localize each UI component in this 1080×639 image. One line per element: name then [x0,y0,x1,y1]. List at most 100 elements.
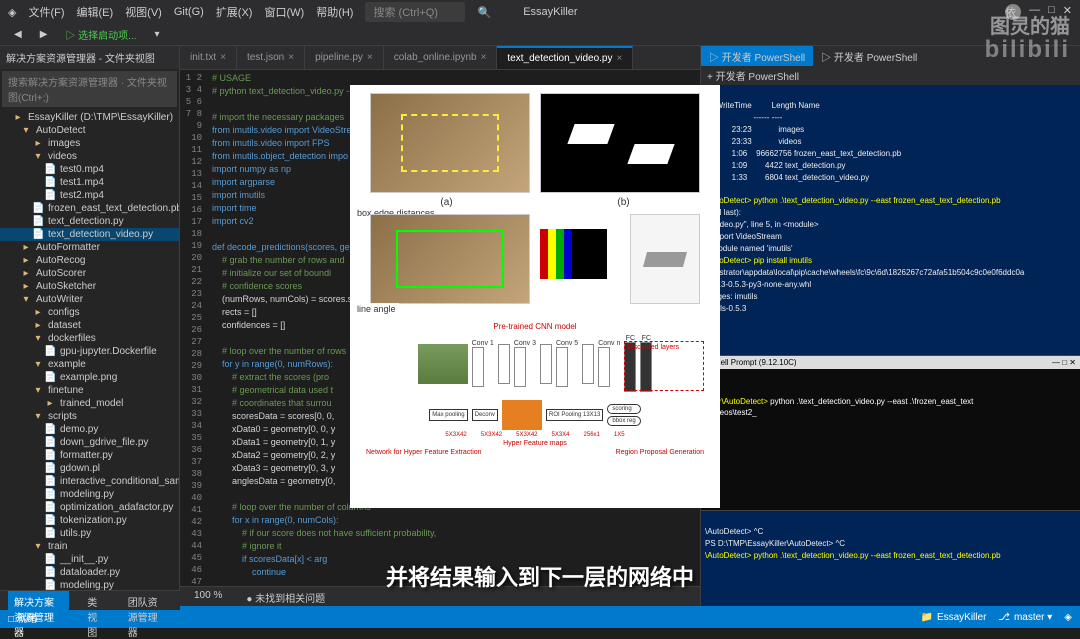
editor-tab[interactable]: test.json× [237,46,305,69]
network-diagram: Pre-trained CNN model Conv 1 Conv 3 Conv… [360,316,710,496]
tree-item[interactable]: 📄dataloader.py [0,566,179,579]
menu-window[interactable]: 窗口(W) [264,4,304,20]
sidebar-search[interactable]: 搜索解决方案资源管理器 · 文件夹视图(Ctrl+;) [2,71,177,107]
menu-help[interactable]: 帮助(H) [316,4,353,20]
tree-item[interactable]: 📄utils.py [0,527,179,540]
tree-item[interactable]: ▾videos [0,150,179,163]
net-title: Pre-trained CNN model [366,322,704,331]
toolbar-more[interactable]: ▾ [149,27,166,42]
tab-team[interactable]: 团队资源管理器 [122,591,172,610]
tree-item[interactable]: ▸AutoScorer [0,267,179,280]
terminal-3[interactable]: \AutoDetect> ^C PS D:\TMP\EssayKiller\Au… [701,510,1080,606]
sidebar-bottom-tabs: 解决方案资源管理器 类视图 团队资源管理器 [0,590,180,610]
tree-item[interactable]: ▾AutoWriter [0,293,179,306]
terminal-tab-1[interactable]: ▷ 开发者 PowerShell [701,46,813,66]
terminal-sub-tab[interactable]: + 开发者 PowerShell [701,66,1080,85]
label-a: (a) [440,197,452,208]
cursor: _ [752,408,756,417]
label-b: (b) [617,197,629,208]
menu-ext[interactable]: 扩展(X) [216,4,253,20]
status-project[interactable]: 📁 EssayKiller [920,612,986,623]
tree-item[interactable]: 📄interactive_conditional_samples [0,475,179,488]
search-icon[interactable]: 🔍 [477,6,491,19]
status-sync[interactable]: ◈ [1064,612,1072,623]
max-pool: Max pooling [429,409,467,421]
bilibili-logo: bilibili [985,36,1070,64]
terminal-output: ministrator\appdata\local\pip\cache\whee… [705,268,1024,313]
terminal-panel: ▷ 开发者 PowerShell ▷ 开发者 PowerShell + 开发者 … [700,46,1080,606]
tree-item[interactable]: 📄optimization_adafactor.py [0,501,179,514]
tab-class[interactable]: 类视图 [81,591,109,610]
search-box[interactable]: 搜索 (Ctrl+Q) [365,2,465,22]
tree-item[interactable]: 📄gpu-jupyter.Dockerfile [0,345,179,358]
editor-tab[interactable]: colab_online.ipynb× [384,46,498,69]
tab-close-icon[interactable]: × [220,52,226,63]
tree-item[interactable]: 📄modeling.py [0,488,179,501]
figure-overlay: (a) (b) box edge distances line angle Pr… [350,85,720,508]
tab-close-icon[interactable]: × [481,52,487,63]
tree-item[interactable]: 📄test0.mp4 [0,163,179,176]
terminal-3-line-0: \AutoDetect> ^C [705,527,763,536]
editor-tab[interactable]: text_detection_video.py× [497,46,633,69]
tree-item[interactable]: ▾finetune [0,384,179,397]
tab-close-icon[interactable]: × [288,52,294,63]
menu-git[interactable]: Git(G) [174,6,204,18]
tree-item[interactable]: 📄gdown.pl [0,462,179,475]
tree-item[interactable]: ▾example [0,358,179,371]
feature-map [502,400,542,430]
terminal-tab-2[interactable]: ▷ 开发者 PowerShell [813,46,925,66]
figure-c [370,214,530,304]
problems-status[interactable]: ● 未找到相关问题 [240,587,331,606]
tree-item[interactable]: 📄down_gdrive_file.py [0,436,179,449]
tree-item[interactable]: ▾scripts [0,410,179,423]
net-bottom-right: Region Proposal Generation [616,449,704,456]
tree-item[interactable]: 📄frozen_east_text_detection.pb [0,202,179,215]
terminal-3-line-2: \AutoDetect> python .\text_detection_vid… [705,551,1001,560]
terminal-2-controls[interactable]: — □ ✕ [1052,357,1076,368]
tree-item[interactable]: ▾train [0,540,179,553]
tree-item[interactable]: 📄__init__.py [0,553,179,566]
tree-item[interactable]: 📄tokenization.py [0,514,179,527]
tab-solution[interactable]: 解决方案资源管理器 [8,591,69,610]
figure-e [630,214,700,304]
zoom-level[interactable]: 100 % [188,587,228,606]
tree-root[interactable]: ▸EssayKiller (D:\TMP\EssayKiller) [0,111,179,124]
solution-explorer: 解决方案资源管理器 - 文件夹视图 搜索解决方案资源管理器 · 文件夹视图(Ct… [0,46,180,606]
tree-item[interactable]: 📄demo.py [0,423,179,436]
tree-item[interactable]: 📄formatter.py [0,449,179,462]
figure-a [370,93,530,193]
net-input-image [418,344,468,384]
tree-item[interactable]: 📄test2.mp4 [0,189,179,202]
terminal-1[interactable]: astWriteTime Length Name ---- ------ ---… [701,85,1080,355]
tree-item[interactable]: ▾AutoDetect [0,124,179,137]
tree-item[interactable]: ▸dataset [0,319,179,332]
scoring-box: scoring [607,404,640,414]
tab-close-icon[interactable]: × [616,53,622,64]
tree-item[interactable]: ▸configs [0,306,179,319]
tree-item[interactable]: ▸AutoFormatter [0,241,179,254]
tree-item[interactable]: ▸images [0,137,179,150]
tree-item[interactable]: 📄text_detection_video.py [0,228,179,241]
status-branch[interactable]: ⎇ master ▾ [998,612,1052,623]
tree-item[interactable]: 📄test1.mp4 [0,176,179,189]
menu-view[interactable]: 视图(V) [125,4,162,20]
editor-tab[interactable]: init.txt× [180,46,237,69]
forward-button[interactable]: ▶ [34,27,54,42]
run-button[interactable]: ▷ 选择启动项... [59,25,142,44]
terminal-prompt: \AutoDetect> python .\text_detection_vid… [705,196,1001,205]
tree-item[interactable]: ▸trained_model [0,397,179,410]
annot-line-angle: line angle [354,303,399,315]
editor-tab[interactable]: pipeline.py× [305,46,384,69]
terminal-2[interactable]: ershell Prompt (9.12.10C)— □ ✕ killer\Au… [701,355,1080,510]
tree-item[interactable]: 📄example.png [0,371,179,384]
back-button[interactable]: ◀ [8,27,28,42]
tree-item[interactable]: ▸AutoRecog [0,254,179,267]
vs-logo: ◈ [8,6,16,19]
tree-item[interactable]: ▸AutoSketcher [0,280,179,293]
tree-item[interactable]: ▾dockerfiles [0,332,179,345]
discarded-layers: Discarded layers [624,341,704,391]
tab-close-icon[interactable]: × [367,52,373,63]
menu-file[interactable]: 文件(F) [28,4,64,20]
tree-item[interactable]: 📄text_detection.py [0,215,179,228]
menu-edit[interactable]: 编辑(E) [77,4,114,20]
